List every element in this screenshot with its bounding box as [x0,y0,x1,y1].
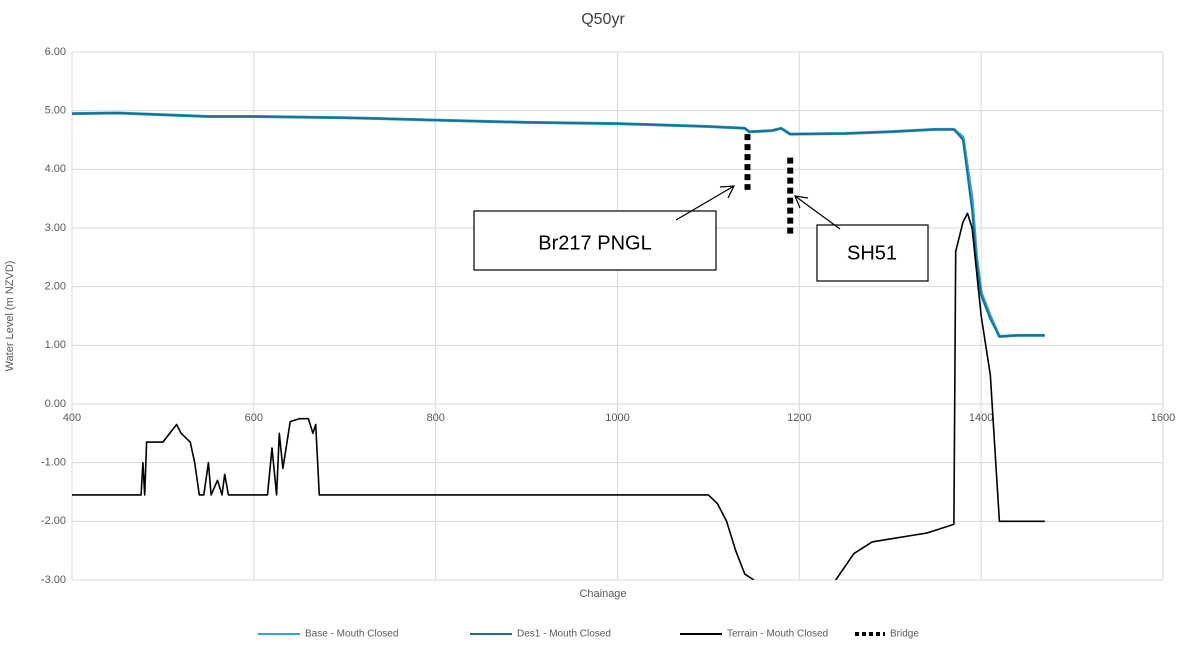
series-line [72,212,1045,580]
grid: 6.00 5.00 4.00 3.00 2.00 1.00 0.00 -1.00 -2.00 -3… [41,46,1175,586]
x-tick-label: 1600 [1151,412,1175,424]
annotation-text: SH51 [847,242,897,264]
y-tick-label: 2.00 [45,281,66,293]
annotation-arrow [675,185,735,221]
x-tick-label: 600 [245,412,263,424]
y-tick-label: -2.00 [41,515,66,527]
legend: Base - Mouth Closed Des1 - Mouth Closed Te… [258,629,919,640]
x-tick-label: 1000 [605,412,629,424]
legend-label: Terrain - Mouth Closed [727,629,828,640]
legend-label: Base - Mouth Closed [305,629,398,640]
x-tick-label: 800 [426,412,444,424]
series-line [72,112,1045,338]
plot-area [72,111,1045,580]
y-tick-label: 6.00 [45,46,66,58]
arrow-head [794,195,809,209]
annotation-box [473,210,717,271]
y-tick-label: 3.00 [45,222,66,234]
legend-label: Des1 - Mouth Closed [517,629,611,640]
annotation: Br217 PNGL [473,185,736,271]
arrow-head [719,185,736,199]
y-tick-label: 1.00 [45,339,66,351]
annotation-box [816,224,929,282]
x-tick-label: 400 [63,412,81,424]
annotation-arrow [794,195,841,230]
y-tick-label: -3.00 [41,574,66,586]
annotation-text: Br217 PNGL [538,232,651,254]
y-axis-title: Water Level (m NZVD) [4,261,16,372]
y-tick-label: 4.00 [45,163,66,175]
y-tick-label: 5.00 [45,105,66,117]
series-line [744,134,794,234]
y-tick-label: -1.00 [41,457,66,469]
annotation: SH51 [794,195,929,282]
y-tick-label: 0.00 [45,398,66,410]
x-axis-title: Chainage [579,588,626,600]
x-tick-label: 1200 [787,412,811,424]
x-tick-label: 1400 [969,412,993,424]
legend-label: Bridge [890,629,919,640]
chart-title: Q50yr [581,11,625,28]
